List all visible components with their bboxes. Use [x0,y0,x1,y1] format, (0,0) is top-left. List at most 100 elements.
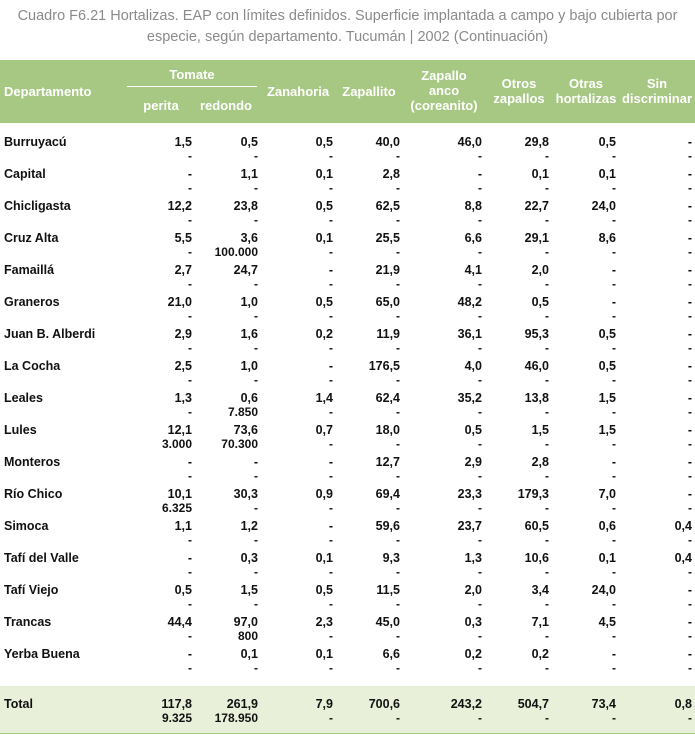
value-cell: 2,9 [464,455,482,469]
sub-value-cell: - [188,245,192,259]
value-cell: - [687,359,692,373]
department-name: Leales [4,391,43,405]
value-cell: 1,4 [315,391,333,405]
value-cell: 0,5 [315,199,333,213]
sub-value-cell: - [329,533,333,547]
department-name: Tafí del Valle [4,551,79,565]
sub-value-cell: - [188,629,192,643]
value-cell: 29,8 [524,135,549,149]
sub-value-cell: - [612,245,616,259]
sub-value-cell: - [688,405,692,419]
table-bottom-rule [0,733,695,734]
sub-value-cell: 9.325 [161,711,192,725]
sub-value-cell: 70.300 [221,437,258,451]
sub-value-cell: - [396,181,400,195]
sub-value-cell: - [612,711,616,725]
sub-value-cell: - [188,405,192,419]
sub-value-cell: - [396,309,400,323]
sub-value-cell: - [254,597,258,611]
header-perita: perita [143,98,179,113]
sub-value-cell: - [396,533,400,547]
value-cell: - [187,167,192,181]
value-cell: 8,6 [598,231,616,245]
value-cell: 243,2 [450,697,482,711]
value-cell: 62,5 [375,199,400,213]
sub-value-cell: - [478,213,482,227]
sub-value-cell: - [478,437,482,451]
value-cell: 6,6 [464,231,482,245]
table-row: Yerba Buena -0,1 0,1 6,6 0,2 0,2- - - - - - - - - - [0,636,695,675]
value-cell: 2,0 [531,263,549,277]
sub-value-cell: - [254,469,258,483]
value-cell: 59,6 [375,519,400,533]
sub-value-cell: - [688,277,692,291]
sub-value-cell: - [612,341,616,355]
value-cell: 2,8 [382,167,400,181]
value-cell: - [611,263,616,277]
table-row: Famaillá 2,7 24,7-21,9 4,1 2,0- - - - - - - - - - [0,252,695,291]
value-cell: 30,3 [233,487,258,501]
sub-value-cell: - [254,661,258,675]
value-cell: 95,3 [524,327,549,341]
value-cell: 9,3 [382,551,400,565]
sub-value-cell: - [329,469,333,483]
sub-value-cell: - [545,469,549,483]
table-caption: Cuadro F6.21 Hortalizas. EAP con límites… [17,8,678,45]
value-cell: - [687,295,692,309]
value-cell: 2,0 [464,583,482,597]
sub-value-cell: - [545,181,549,195]
value-cell: 0,5 [531,295,549,309]
value-cell: - [687,391,692,405]
sub-value-cell: - [478,277,482,291]
value-cell: 40,0 [375,135,400,149]
header-zapallo-anco: Zapallo anco (coreanito) [410,68,478,113]
value-cell: - [687,167,692,181]
value-cell: - [687,231,692,245]
value-cell: 1,5 [598,391,616,405]
department-name: Capital [4,167,46,181]
value-cell: 2,9 [174,327,192,341]
sub-value-cell: - [396,597,400,611]
table-row: Tafí Viejo 0,5 1,5 0,5 11,5 2,0 3,4 24,0- - - - - - -… [0,572,695,611]
sub-value-cell: - [254,309,258,323]
sub-value-cell: - [478,629,482,643]
sub-value-cell: - [688,469,692,483]
header-otros-zapallos: Otros zapallos [493,76,545,106]
sub-value-cell: - [396,277,400,291]
value-cell: 29,1 [524,231,549,245]
value-cell: 0,7 [315,423,333,437]
value-cell: 2,8 [531,455,549,469]
value-cell: 10,1 [167,487,192,501]
value-cell: 1,5 [531,423,549,437]
value-cell: 0,2 [464,647,482,661]
sub-value-cell: - [612,501,616,515]
value-cell: 5,5 [174,231,192,245]
sub-value-cell: - [254,533,258,547]
table-row: Leales 1,3 0,6 1,4 62,4 35,2 13,8 1,5- -7.850- - -… [0,380,695,419]
value-cell: 0,5 [598,359,616,373]
sub-value-cell: - [329,309,333,323]
sub-value-cell: - [612,661,616,675]
sub-value-cell: - [396,341,400,355]
value-cell: - [611,647,616,661]
table-row: Juan B. Alberdi 2,9 1,6 0,2 11,9 36,1 95,3 0,5-… [0,316,695,355]
department-name: Famaillá [4,263,55,277]
header-tomate-rule [127,86,257,87]
value-cell: 24,7 [233,263,258,277]
sub-value-cell: - [612,597,616,611]
value-cell: - [687,263,692,277]
sub-value-cell: - [612,277,616,291]
sub-value-cell: - [612,533,616,547]
sub-value-cell: - [478,341,482,355]
sub-value-cell: - [688,149,692,163]
value-cell: 0,2 [531,647,549,661]
table-row: Monteros - - -12,7 2,9 2,8- - - - - - - - - - [0,444,695,483]
sub-value-cell: - [612,373,616,387]
table-row: Trancas 44,4 97,0 2,3 45,0 0,3 7,1 4,5- -800- - - -… [0,604,695,643]
sub-value-cell: - [545,437,549,451]
department-name: Juan B. Alberdi [4,327,96,341]
value-cell: 73,4 [591,697,616,711]
value-cell: - [187,551,192,565]
value-cell: 0,5 [174,583,192,597]
sub-value-cell: - [188,341,192,355]
